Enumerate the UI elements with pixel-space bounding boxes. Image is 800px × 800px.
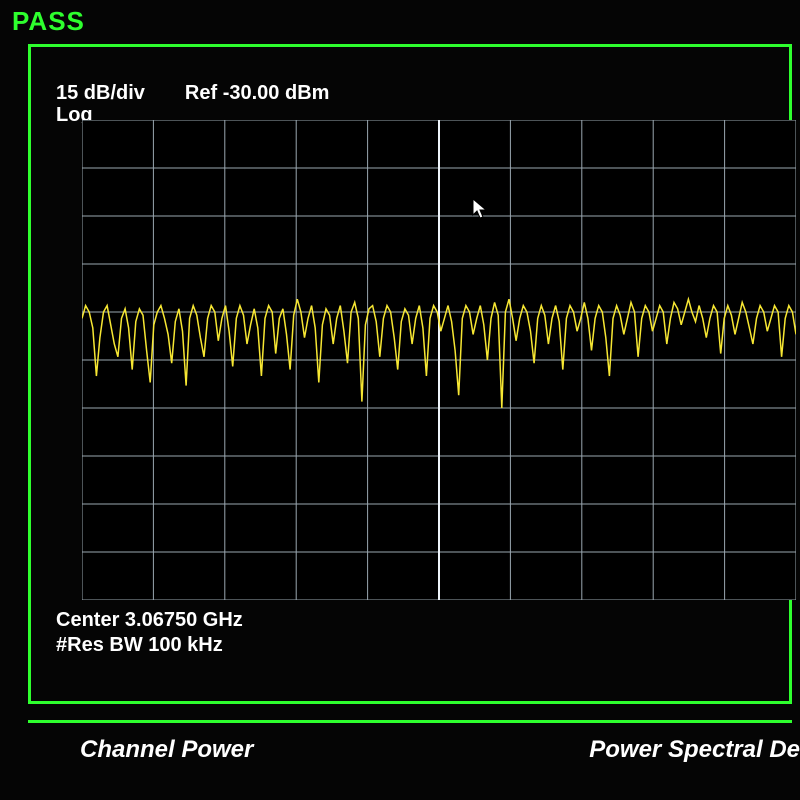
- plot-info: Center 3.06750 GHz #Res BW 100 kHz: [56, 608, 243, 658]
- res-bw: #Res BW 100 kHz: [56, 633, 243, 658]
- center-freq: Center 3.06750 GHz: [56, 608, 243, 633]
- spectrum-plot: [82, 120, 796, 600]
- pass-status: PASS: [12, 6, 85, 37]
- analyzer-screen: PASS 15 dB/div Ref -30.00 dBm Log -45.0-…: [0, 0, 800, 800]
- plot-header: 15 dB/div Ref -30.00 dBm: [56, 82, 329, 105]
- channel-power-label: Channel Power: [80, 736, 253, 764]
- ref-label: Ref -30.00 dBm: [185, 82, 330, 105]
- psd-label: Power Spectral De: [589, 736, 800, 764]
- scale-label: 15 dB/div: [56, 82, 145, 105]
- plot-area[interactable]: -45.0-60.0-75.0-90.0-105-120-135-150-165: [82, 120, 796, 600]
